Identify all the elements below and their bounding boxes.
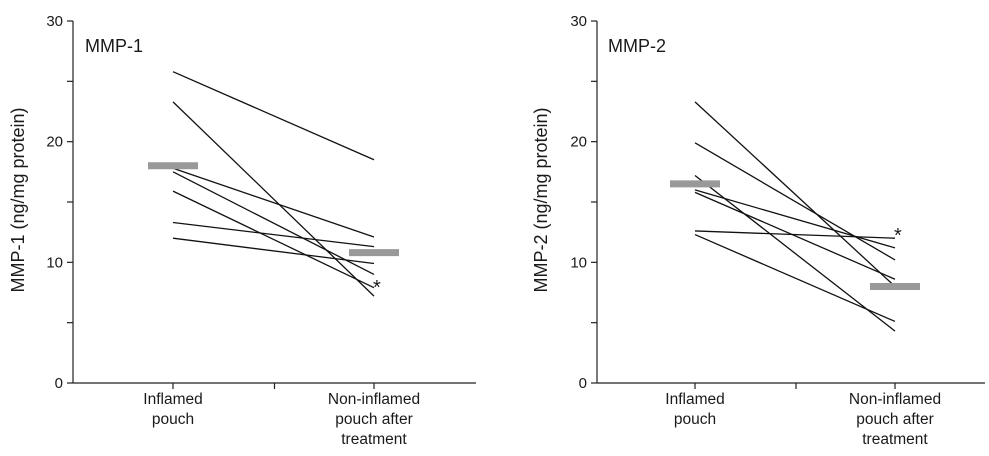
panel-2-category-label: treatment (862, 431, 928, 448)
panel-2-patient-line-2 (694, 142, 896, 261)
panel-2-patient-line-3 (694, 174, 896, 332)
panel-2-category-label: pouch (674, 411, 716, 428)
panel-2-category-label: Non-inflamed (849, 391, 941, 408)
panel-1-patient-line-6 (172, 221, 375, 248)
panel-2-patient-line-7 (694, 233, 896, 323)
panel-1-title: MMP-1 (85, 36, 143, 56)
panel-2-y-tick-label: 10 (570, 254, 587, 271)
panel-1-patient-line-7 (172, 237, 375, 265)
panel-2-significance-marker: * (894, 225, 902, 247)
panel-2-title: MMP-2 (608, 36, 666, 56)
panel-1-category-label: Non-inflamed (328, 391, 420, 408)
panel-1-category-label: pouch after (335, 411, 413, 428)
panel-2-patient-line-6 (694, 230, 896, 239)
panel-2-patient-line-4 (694, 189, 896, 249)
panel-2-patient-line-1 (694, 101, 896, 287)
panel-1-patient-line-5 (172, 190, 375, 289)
panel-1-patient-line-1 (172, 71, 375, 161)
panel-1-category-label: Inflamed (143, 391, 202, 408)
panel-1-y-tick-label: 0 (55, 375, 63, 392)
panel-1-significance-marker: * (373, 277, 381, 299)
panel-1-patient-line-2 (172, 101, 375, 297)
panel-2-category-label: pouch after (856, 411, 934, 428)
panel-2-y-tick-label: 30 (570, 13, 587, 30)
panel-1-y-tick-label: 30 (46, 13, 63, 30)
panel-2-y-axis-title: MMP-2 (ng/mg protein) (531, 107, 551, 292)
panel-1-patient-line-3 (172, 167, 375, 238)
panel-2-y-tick-label: 20 (570, 134, 587, 151)
panel-1-y-tick-label: 10 (46, 254, 63, 271)
panel-2-category-label: Inflamed (665, 391, 724, 408)
panel-1-category-label: treatment (341, 431, 407, 448)
panel-1-y-tick-label: 20 (46, 134, 63, 151)
panel-2-y-tick-label: 0 (579, 375, 587, 392)
panel-1-patient-line-4 (172, 171, 375, 275)
panel-1-y-axis-title: MMP-1 (ng/mg protein) (8, 107, 28, 292)
panel-1-category-label: pouch (152, 411, 194, 428)
panel-2-patient-line-5 (694, 191, 896, 280)
